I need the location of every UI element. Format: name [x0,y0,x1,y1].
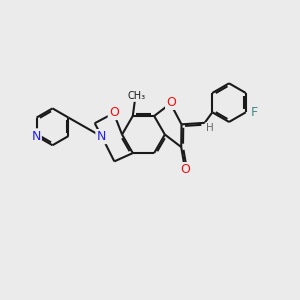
Text: H: H [206,123,214,133]
Text: N: N [97,130,106,143]
Text: O: O [109,106,119,119]
Text: N: N [97,130,106,143]
Text: H: H [206,123,214,133]
Text: O: O [109,106,119,119]
Text: F: F [250,106,258,119]
Text: O: O [166,96,176,109]
Text: N: N [31,130,40,142]
Text: N: N [31,130,40,142]
Text: CH₃: CH₃ [128,92,146,101]
Text: O: O [180,163,190,176]
Text: O: O [180,163,190,176]
Text: O: O [166,96,176,109]
Text: F: F [250,106,258,119]
